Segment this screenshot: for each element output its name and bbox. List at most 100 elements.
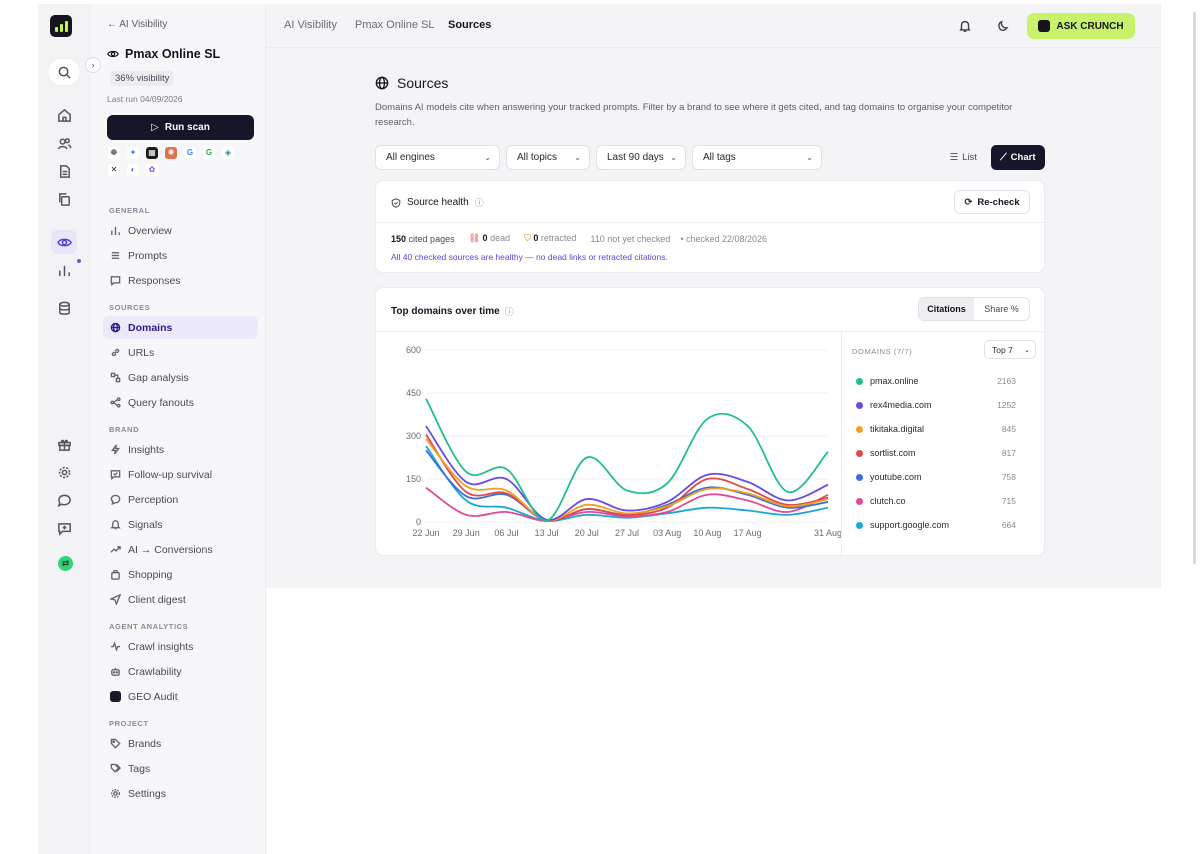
google-icon[interactable]: G (184, 147, 196, 159)
eye-icon[interactable] (51, 230, 77, 254)
divider (376, 222, 1044, 223)
google-ai-icon[interactable]: G (203, 147, 215, 159)
bell-icon[interactable] (953, 14, 977, 38)
scrollbar[interactable] (1193, 12, 1196, 564)
sidebar-item-label: Crawl insights (128, 640, 194, 653)
sidebar-toggle-chevron-icon[interactable]: › (85, 57, 101, 73)
sidebar-item-urls[interactable]: URLs (103, 341, 258, 364)
sidebar-item-geo-audit[interactable]: GEO Audit (103, 685, 258, 708)
home-icon[interactable] (51, 103, 77, 127)
breadcrumb-ai-visibility[interactable]: AI Visibility (284, 19, 337, 31)
legend-value: 715 (1001, 496, 1016, 506)
legend-label: pmax.online (870, 376, 919, 386)
sidebar-item-query-fanouts[interactable]: Query fanouts (103, 391, 258, 414)
list-view-button[interactable]: ☰ List (936, 145, 991, 170)
sidebar-item-prompts[interactable]: Prompts (103, 244, 258, 267)
engine-filter-select[interactable]: All engines ⌄ (375, 145, 500, 170)
perplexity-icon[interactable]: ◈ (222, 147, 234, 159)
sidebar-item-follow-up-survival[interactable]: Follow-up survival (103, 463, 258, 486)
breadcrumb-project[interactable]: Pmax Online SL (355, 19, 435, 31)
x-tick-label: 13 Jul (535, 528, 559, 538)
x-tick-label: 20 Jul (575, 528, 599, 538)
legend-value: 845 (1001, 424, 1016, 434)
sidebar-item-label: Settings (128, 787, 166, 800)
gemini-icon[interactable]: ✦ (127, 147, 139, 159)
feedback-icon[interactable] (51, 516, 77, 540)
health-stats: 150 cited pages ⛓ 0 dead ⛉ 0 retracted 1… (391, 233, 767, 244)
chatgpt-icon[interactable]: ❁ (108, 147, 120, 159)
tag-filter-select[interactable]: All tags ⌄ (692, 145, 822, 170)
last-run-text: Last run 04/09/2026 (107, 94, 183, 104)
sidebar-item-label: Insights (128, 443, 165, 456)
grok-icon[interactable]: ▦ (146, 147, 158, 159)
sidebar-item-tags[interactable]: Tags (103, 757, 258, 780)
tag-icon (110, 738, 121, 749)
sidebar-item-signals[interactable]: Signals (103, 513, 258, 536)
users-icon[interactable] (51, 131, 77, 155)
sidebar-item-shopping[interactable]: Shopping (103, 563, 258, 586)
message-icon (110, 276, 121, 286)
recheck-button[interactable]: ⟳ Re-check (954, 190, 1030, 214)
extension-icon[interactable]: ⇄ (58, 556, 73, 571)
info-icon[interactable]: ⓘ (474, 198, 484, 208)
app-logo[interactable] (50, 15, 72, 37)
ask-crunch-button[interactable]: ASK CRUNCH (1027, 13, 1135, 39)
copy-icon[interactable] (51, 187, 77, 211)
sidebar-item-ai-conversions[interactable]: AI → Conversions (103, 538, 258, 561)
moon-icon[interactable] (991, 14, 1015, 38)
broken-link-icon: ⛓ (468, 233, 481, 243)
meta-icon[interactable]: ✿ (146, 164, 158, 176)
ask-crunch-label: ASK CRUNCH (1056, 20, 1124, 32)
eye-icon (107, 50, 119, 58)
sidebar-item-crawl-insights[interactable]: Crawl insights (103, 635, 258, 658)
gift-icon[interactable] (51, 432, 77, 456)
gear-icon[interactable] (51, 460, 77, 484)
top-n-select[interactable]: Top 7 ⌄ (984, 340, 1036, 359)
chat-icon[interactable] (51, 488, 77, 512)
date-range-select[interactable]: Last 90 days ⌄ (596, 145, 686, 170)
legend-item[interactable]: pmax.online 2163 (856, 374, 1016, 388)
copilot-icon[interactable]: ◐ (127, 164, 139, 176)
legend-item[interactable]: sortlist.com 817 (856, 446, 1016, 460)
mistral-icon[interactable]: ✕ (108, 164, 120, 176)
sidebar-item-gap-analysis[interactable]: Gap analysis (103, 366, 258, 389)
legend-item[interactable]: tikitaka.digital 845 (856, 422, 1016, 436)
legend-item[interactable]: clutch.co 715 (856, 494, 1016, 508)
topic-filter-select[interactable]: All topics ⌄ (506, 145, 590, 170)
sidebar-item-overview[interactable]: Overview (103, 219, 258, 242)
sidebar-item-crawlability[interactable]: Crawlability (103, 660, 258, 683)
chart-view-button[interactable]: ⟋ Chart (990, 145, 1045, 170)
share-toggle-button[interactable]: Share % (984, 304, 1019, 314)
citations-toggle-button[interactable]: Citations (919, 298, 974, 320)
analytics-icon[interactable] (51, 258, 77, 282)
search-icon[interactable] (49, 59, 79, 85)
legend-item[interactable]: rex4media.com 1252 (856, 398, 1016, 412)
retracted-stat: ⛉ 0 retracted (524, 233, 576, 244)
sidebar: ← AI Visibility Pmax Online SL 36% visib… (91, 4, 266, 854)
sidebar-item-responses[interactable]: Responses (103, 269, 258, 292)
legend-label: rex4media.com (870, 400, 932, 410)
chevron-down-icon: ⌄ (574, 153, 581, 162)
sidebar-item-insights[interactable]: Insights (103, 438, 258, 461)
sidebar-item-label: Responses (128, 274, 181, 287)
document-icon[interactable] (51, 159, 77, 183)
view-toggle: ☰ List ⟋ Chart (936, 145, 1045, 170)
database-icon[interactable] (51, 296, 77, 320)
run-scan-button[interactable]: ▷ Run scan (107, 115, 254, 140)
legend-item[interactable]: youtube.com 758 (856, 470, 1016, 484)
breadcrumb-sources: Sources (448, 19, 492, 31)
legend-item[interactable]: support.google.com 664 (856, 518, 1016, 532)
sidebar-item-label: AI → Conversions (128, 543, 213, 556)
play-icon: ▷ (151, 122, 159, 133)
sidebar-item-perception[interactable]: Perception (103, 488, 258, 511)
sidebar-item-domains[interactable]: Domains (103, 316, 258, 339)
back-link[interactable]: ← AI Visibility (107, 19, 168, 30)
sidebar-item-client-digest[interactable]: Client digest (103, 588, 258, 611)
info-icon[interactable]: ⓘ (504, 307, 514, 317)
top-domains-card: Top domains over time ⓘ Citations Share … (375, 287, 1045, 557)
sidebar-item-settings[interactable]: Settings (103, 782, 258, 805)
run-scan-label: Run scan (164, 122, 210, 133)
claude-icon[interactable]: ✺ (165, 147, 177, 159)
sidebar-item-brands[interactable]: Brands (103, 732, 258, 755)
list-icon: ☰ (949, 152, 959, 163)
